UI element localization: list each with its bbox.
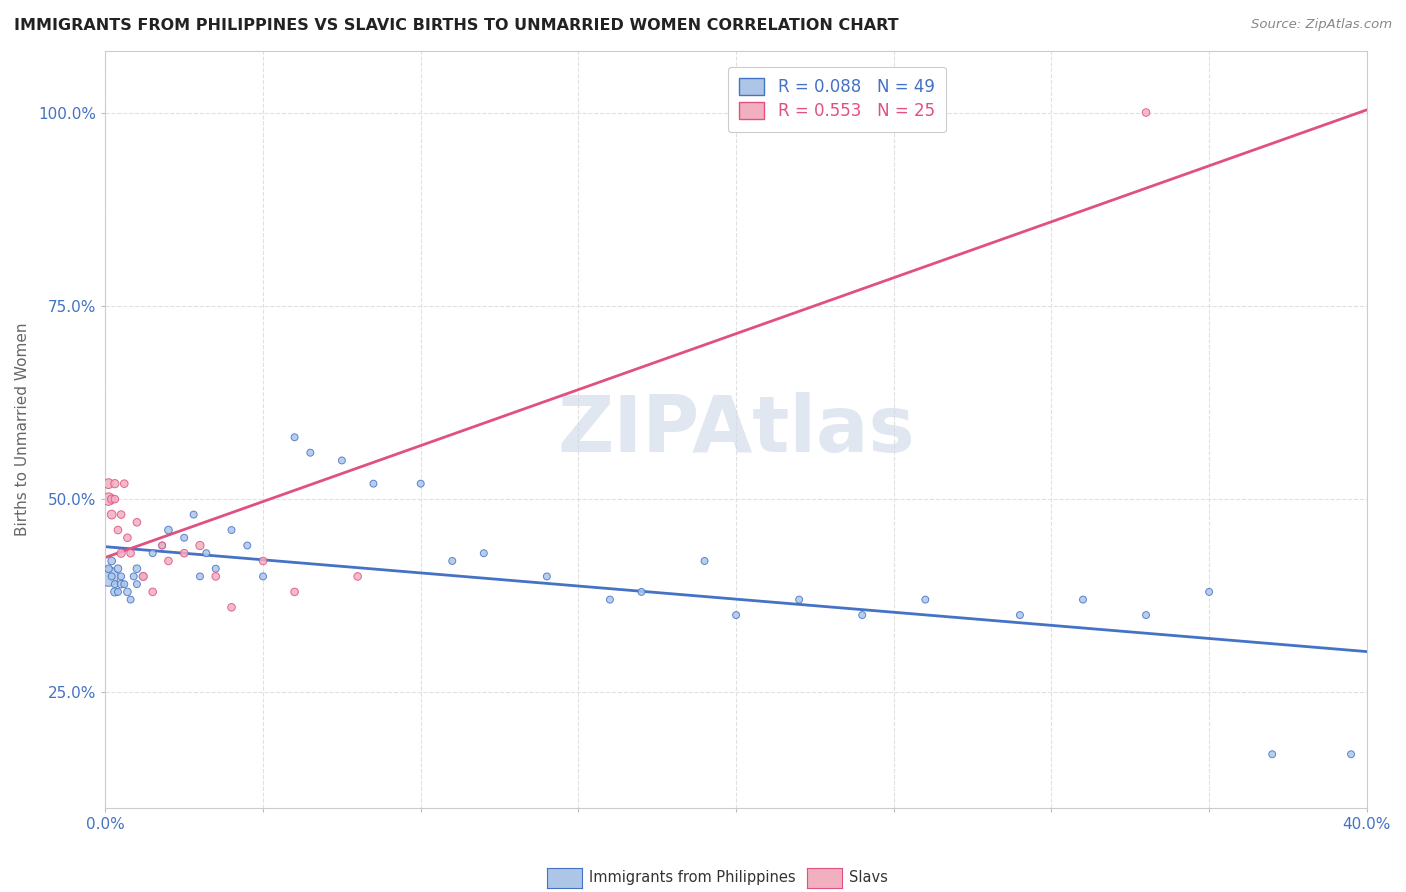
Point bbox=[1340, 747, 1362, 762]
Point bbox=[1008, 608, 1031, 623]
Point bbox=[110, 508, 132, 522]
Point bbox=[107, 585, 129, 599]
Point bbox=[120, 546, 142, 560]
Text: ZIPAtlas: ZIPAtlas bbox=[557, 392, 915, 467]
Point bbox=[1135, 105, 1157, 120]
Point bbox=[204, 562, 226, 576]
Point bbox=[173, 531, 195, 545]
Point bbox=[125, 516, 148, 530]
Text: Slavs: Slavs bbox=[849, 871, 889, 885]
Point bbox=[150, 539, 173, 553]
Point bbox=[100, 508, 122, 522]
Point bbox=[112, 476, 135, 491]
Point bbox=[173, 546, 195, 560]
Point bbox=[97, 562, 120, 576]
Point bbox=[1135, 608, 1157, 623]
Point bbox=[693, 554, 716, 568]
Point bbox=[117, 531, 139, 545]
Point bbox=[132, 569, 155, 583]
Point bbox=[284, 585, 307, 599]
Text: IMMIGRANTS FROM PHILIPPINES VS SLAVIC BIRTHS TO UNMARRIED WOMEN CORRELATION CHAR: IMMIGRANTS FROM PHILIPPINES VS SLAVIC BI… bbox=[14, 18, 898, 33]
Point bbox=[97, 492, 120, 507]
Point bbox=[104, 492, 127, 507]
Point bbox=[157, 554, 180, 568]
Text: Immigrants from Philippines: Immigrants from Philippines bbox=[589, 871, 796, 885]
Point bbox=[112, 577, 135, 591]
Legend: R = 0.088   N = 49, R = 0.553   N = 25: R = 0.088 N = 49, R = 0.553 N = 25 bbox=[728, 67, 946, 132]
Y-axis label: Births to Unmarried Women: Births to Unmarried Women bbox=[15, 323, 30, 536]
Point bbox=[330, 453, 353, 467]
Point bbox=[97, 569, 120, 583]
Point bbox=[914, 592, 936, 607]
Point bbox=[100, 569, 122, 583]
Point bbox=[252, 569, 274, 583]
Point bbox=[125, 577, 148, 591]
Point bbox=[110, 546, 132, 560]
Point bbox=[110, 577, 132, 591]
Point bbox=[1261, 747, 1284, 762]
Point bbox=[104, 585, 127, 599]
Point bbox=[441, 554, 464, 568]
Point bbox=[195, 546, 218, 560]
Point bbox=[120, 592, 142, 607]
Point bbox=[188, 539, 211, 553]
Point bbox=[104, 577, 127, 591]
Point bbox=[97, 476, 120, 491]
Point bbox=[204, 569, 226, 583]
Point bbox=[725, 608, 748, 623]
Point bbox=[221, 600, 243, 615]
Point bbox=[157, 523, 180, 537]
Point bbox=[236, 539, 259, 553]
Point bbox=[599, 592, 621, 607]
Point bbox=[1071, 592, 1094, 607]
Point bbox=[188, 569, 211, 583]
Point bbox=[221, 523, 243, 537]
Point bbox=[122, 569, 145, 583]
Point bbox=[252, 554, 274, 568]
Point bbox=[117, 585, 139, 599]
Point bbox=[110, 569, 132, 583]
Point bbox=[125, 562, 148, 576]
Point bbox=[150, 539, 173, 553]
Point bbox=[100, 554, 122, 568]
Point bbox=[142, 546, 165, 560]
Point bbox=[787, 592, 810, 607]
Point bbox=[1198, 585, 1220, 599]
Point bbox=[536, 569, 558, 583]
Point bbox=[363, 476, 385, 491]
Point bbox=[107, 562, 129, 576]
Point bbox=[346, 569, 368, 583]
Point bbox=[472, 546, 495, 560]
Point bbox=[107, 523, 129, 537]
Point bbox=[183, 508, 205, 522]
Point bbox=[851, 608, 873, 623]
Point bbox=[409, 476, 432, 491]
Point bbox=[630, 585, 652, 599]
Point bbox=[132, 569, 155, 583]
Point bbox=[104, 476, 127, 491]
Text: Source: ZipAtlas.com: Source: ZipAtlas.com bbox=[1251, 18, 1392, 31]
Point bbox=[100, 492, 122, 507]
Point bbox=[142, 585, 165, 599]
Point bbox=[284, 430, 307, 444]
Point bbox=[299, 446, 322, 460]
